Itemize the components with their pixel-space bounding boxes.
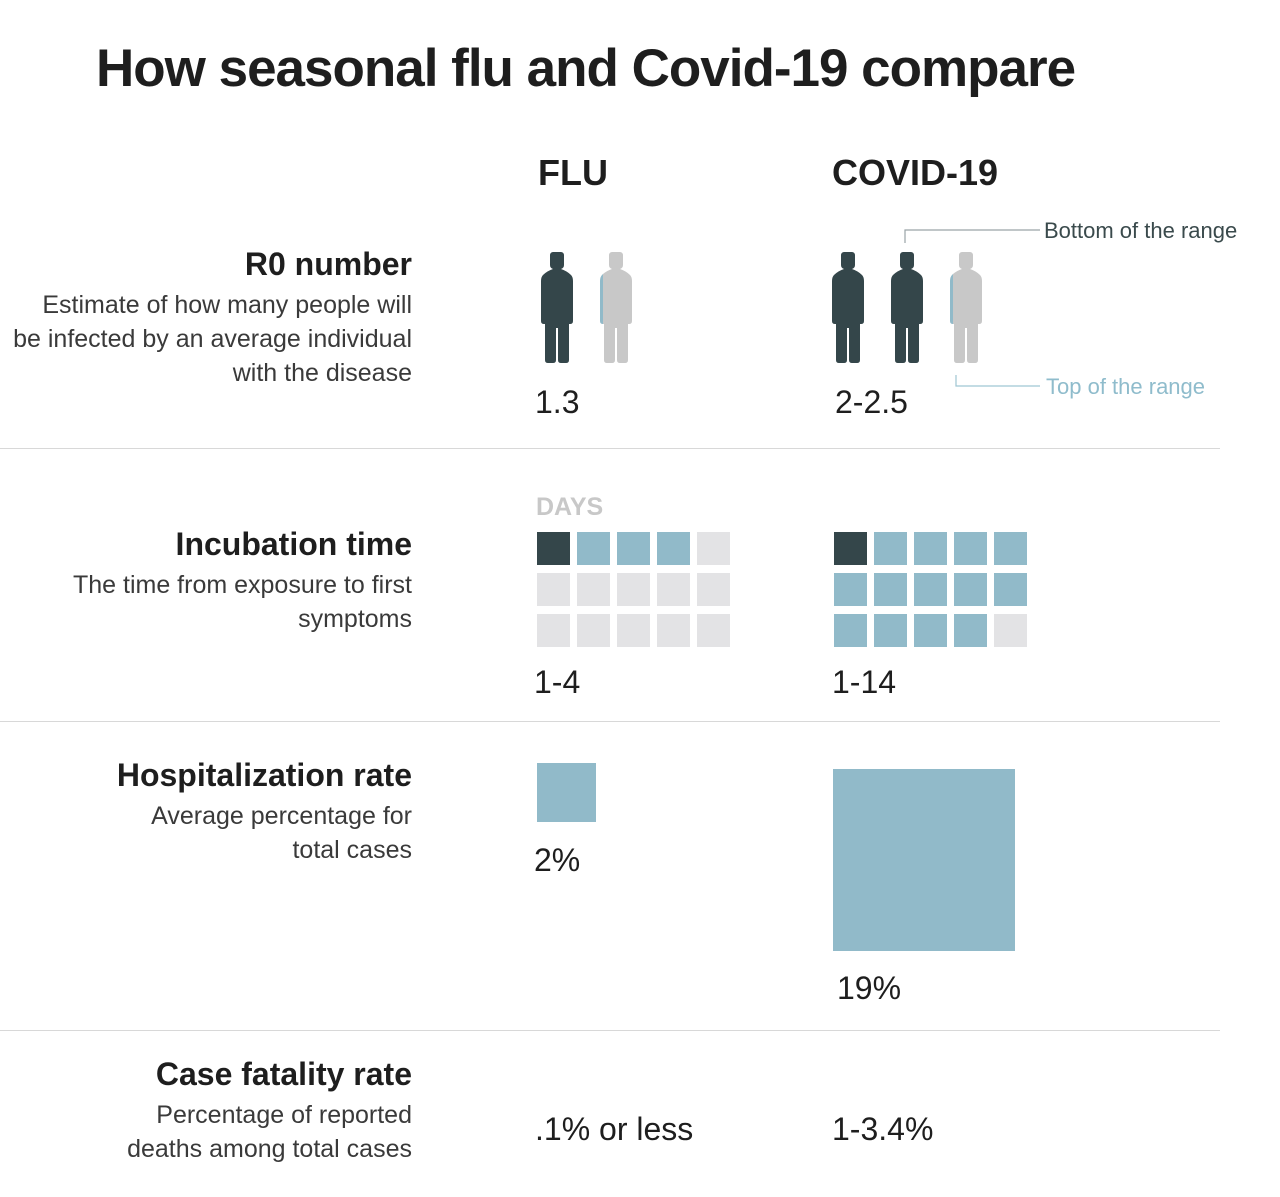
incubation-covid-day-cell <box>874 532 907 565</box>
incubation-covid-day-cell <box>954 614 987 647</box>
incubation-flu-day-cell <box>657 532 690 565</box>
row-divider <box>0 1030 1220 1031</box>
r0-title: R0 number <box>244 246 412 282</box>
incubation-covid-day-cell <box>874 573 907 606</box>
incubation-flu-day-cell <box>697 573 730 606</box>
fatality-row-label: Case fatality rate Percentage of reporte… <box>82 1054 412 1166</box>
hospitalization-row-label: Hospitalization rate Average percentage … <box>112 755 412 867</box>
incubation-flu-day-cell <box>617 614 650 647</box>
column-header-flu: FLU <box>538 152 608 193</box>
hospitalization-flu-value: 2% <box>534 842 581 878</box>
incubation-covid-day-cell <box>914 614 947 647</box>
top-range-annotation: Top of the range <box>1046 374 1206 399</box>
incubation-description: The time from exposure to first symptoms <box>72 571 412 633</box>
incubation-row-label: Incubation time The time from exposure t… <box>12 524 412 636</box>
incubation-covid-day-cell <box>994 573 1027 606</box>
hospitalization-description: Average percentage for total cases <box>151 802 412 864</box>
incubation-covid-value: 1-14 <box>832 664 897 700</box>
incubation-flu-day-cell <box>697 532 730 565</box>
r0-row-label: R0 number Estimate of how many people wi… <box>12 244 412 390</box>
r0-covid-value: 2-2.5 <box>835 384 908 420</box>
hospitalization-flu-square <box>537 763 596 822</box>
incubation-covid-day-cell <box>834 532 867 565</box>
row-divider <box>0 721 1220 722</box>
incubation-covid-day-cell <box>914 532 947 565</box>
incubation-flu-day-cell <box>537 532 570 565</box>
incubation-flu-day-cell <box>617 532 650 565</box>
r0-description: Estimate of how many people will be infe… <box>13 291 412 387</box>
r0-flu-person-icon-partial <box>600 274 603 324</box>
r0-covid-person-icon <box>891 252 923 363</box>
r0-covid-person-icon-partial <box>950 274 953 324</box>
incubation-flu-day-cell <box>577 614 610 647</box>
bottom-range-leader <box>904 229 1040 243</box>
incubation-flu-day-cell <box>577 573 610 606</box>
incubation-flu-grid <box>537 532 730 647</box>
r0-flu-person-icon <box>541 252 573 363</box>
incubation-flu-day-cell <box>537 614 570 647</box>
r0-covid-person-icon <box>832 252 864 363</box>
incubation-covid-grid <box>834 532 1027 647</box>
incubation-flu-day-cell <box>617 573 650 606</box>
r0-flu-value: 1.3 <box>535 384 580 420</box>
bottom-range-annotation: Bottom of the range <box>1044 218 1238 243</box>
incubation-flu-day-cell <box>697 614 730 647</box>
r0-flu-person-icon-remaining <box>603 252 632 363</box>
r0-covid-people <box>832 252 982 363</box>
hospitalization-title: Hospitalization rate <box>116 757 412 793</box>
hospitalization-covid-square <box>833 769 1015 951</box>
fatality-flu-value: .1% or less <box>535 1111 694 1147</box>
r0-flu-people <box>541 252 632 363</box>
incubation-covid-day-cell <box>914 573 947 606</box>
column-header-covid: COVID-19 <box>832 152 999 193</box>
incubation-flu-day-cell <box>657 614 690 647</box>
incubation-covid-day-cell <box>834 573 867 606</box>
incubation-title: Incubation time <box>175 526 412 562</box>
incubation-flu-value: 1-4 <box>534 664 581 700</box>
fatality-description: Percentage of reported deaths among tota… <box>127 1101 412 1163</box>
row-divider <box>0 448 1220 449</box>
incubation-flu-day-cell <box>577 532 610 565</box>
incubation-flu-day-cell <box>537 573 570 606</box>
incubation-covid-day-cell <box>994 614 1027 647</box>
chart-title: How seasonal flu and Covid-19 compare <box>96 39 1076 98</box>
top-range-leader <box>955 375 1040 387</box>
incubation-flu-day-cell <box>657 573 690 606</box>
fatality-title: Case fatality rate <box>155 1056 412 1092</box>
incubation-covid-day-cell <box>834 614 867 647</box>
incubation-covid-day-cell <box>874 614 907 647</box>
incubation-covid-day-cell <box>954 532 987 565</box>
incubation-covid-day-cell <box>994 532 1027 565</box>
fatality-covid-value: 1-3.4% <box>832 1111 934 1147</box>
r0-figures <box>541 229 1040 387</box>
r0-covid-person-icon-remaining <box>953 252 982 363</box>
days-label: DAYS <box>536 493 604 521</box>
hospitalization-covid-value: 19% <box>837 970 902 1006</box>
incubation-covid-day-cell <box>954 573 987 606</box>
